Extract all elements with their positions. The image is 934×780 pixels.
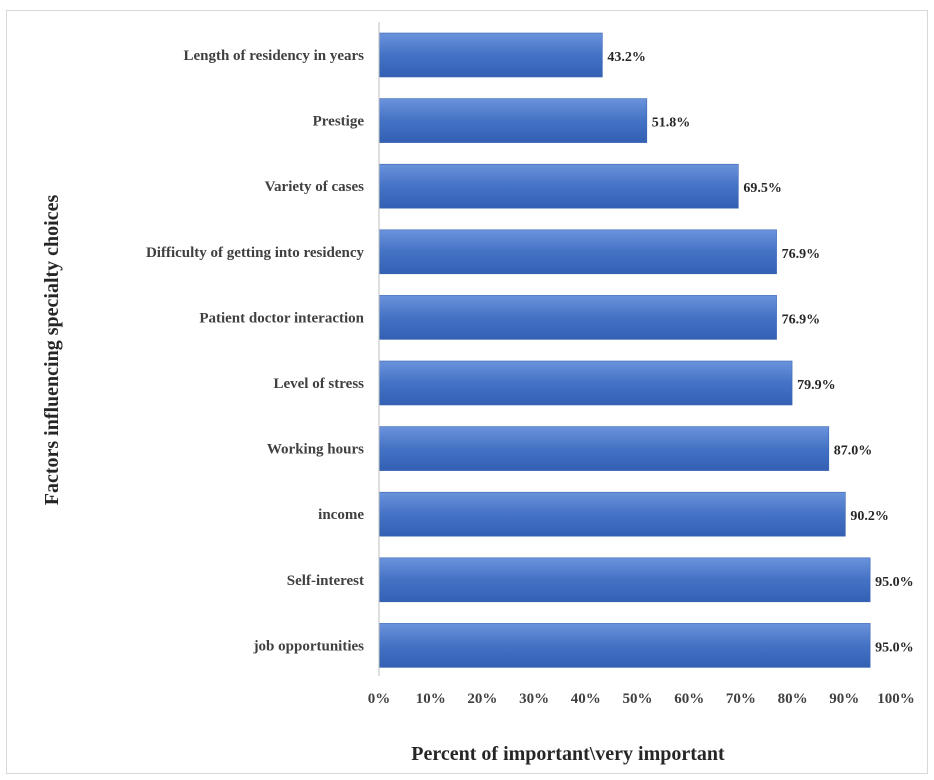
bar [378,163,739,209]
category-labels: Length of residency in years Prestige Vari… [146,48,365,654]
x-tick-label: 80% [778,691,808,707]
x-tick-label: 70% [726,691,756,707]
value-label: 76.9% [782,247,821,262]
value-label: 43.2% [607,50,646,65]
value-labels: 43.2% 51.8% 69.5% 76.9% 76.9% 79.9% 87.0% 90.2%… [607,50,913,655]
category-label: Level of stress [273,376,364,392]
category-label: Working hours [267,442,364,458]
value-label: 95.0% [875,575,914,590]
x-tick-label: 30% [519,691,549,707]
bar [378,557,871,603]
bar [378,491,846,537]
value-label: 87.0% [834,444,873,459]
category-label: Patient doctor interaction [199,310,364,326]
value-label: 79.9% [797,378,836,393]
x-axis-ticks: 0% 10% 20% 30% 40% 50% 60% 70% 80% 90% 100% [368,691,915,707]
bar [378,360,793,406]
x-tick-label: 0% [368,691,391,707]
bars-layer [378,32,871,668]
category-label: income [318,507,364,523]
x-tick-label: 40% [571,691,601,707]
x-tick-label: 50% [623,691,653,707]
y-axis-title: Factors influencing specialty choices [41,195,63,506]
bar [378,229,777,275]
x-tick-label: 10% [416,691,446,707]
category-label: Difficulty of getting into residency [146,245,365,261]
x-axis-title: Percent of important\very important [411,743,725,765]
category-label: Prestige [313,114,365,130]
value-label: 69.5% [743,181,782,196]
value-label: 90.2% [850,509,889,524]
value-label: 51.8% [652,116,691,131]
category-label: Variety of cases [265,179,365,195]
bar [378,623,871,668]
category-label: Self-interest [287,573,364,589]
chart-frame [6,10,928,774]
bar [378,426,830,471]
bar [378,295,777,340]
x-tick-label: 90% [829,691,859,707]
x-tick-label: 100% [877,691,915,707]
value-label: 95.0% [875,640,914,655]
category-label: Length of residency in years [183,48,364,64]
value-label: 76.9% [782,312,821,327]
bar [378,32,603,78]
category-label: job opportunities [253,638,365,654]
x-tick-label: 20% [467,691,497,707]
x-tick-label: 60% [674,691,704,707]
bar [378,98,648,143]
